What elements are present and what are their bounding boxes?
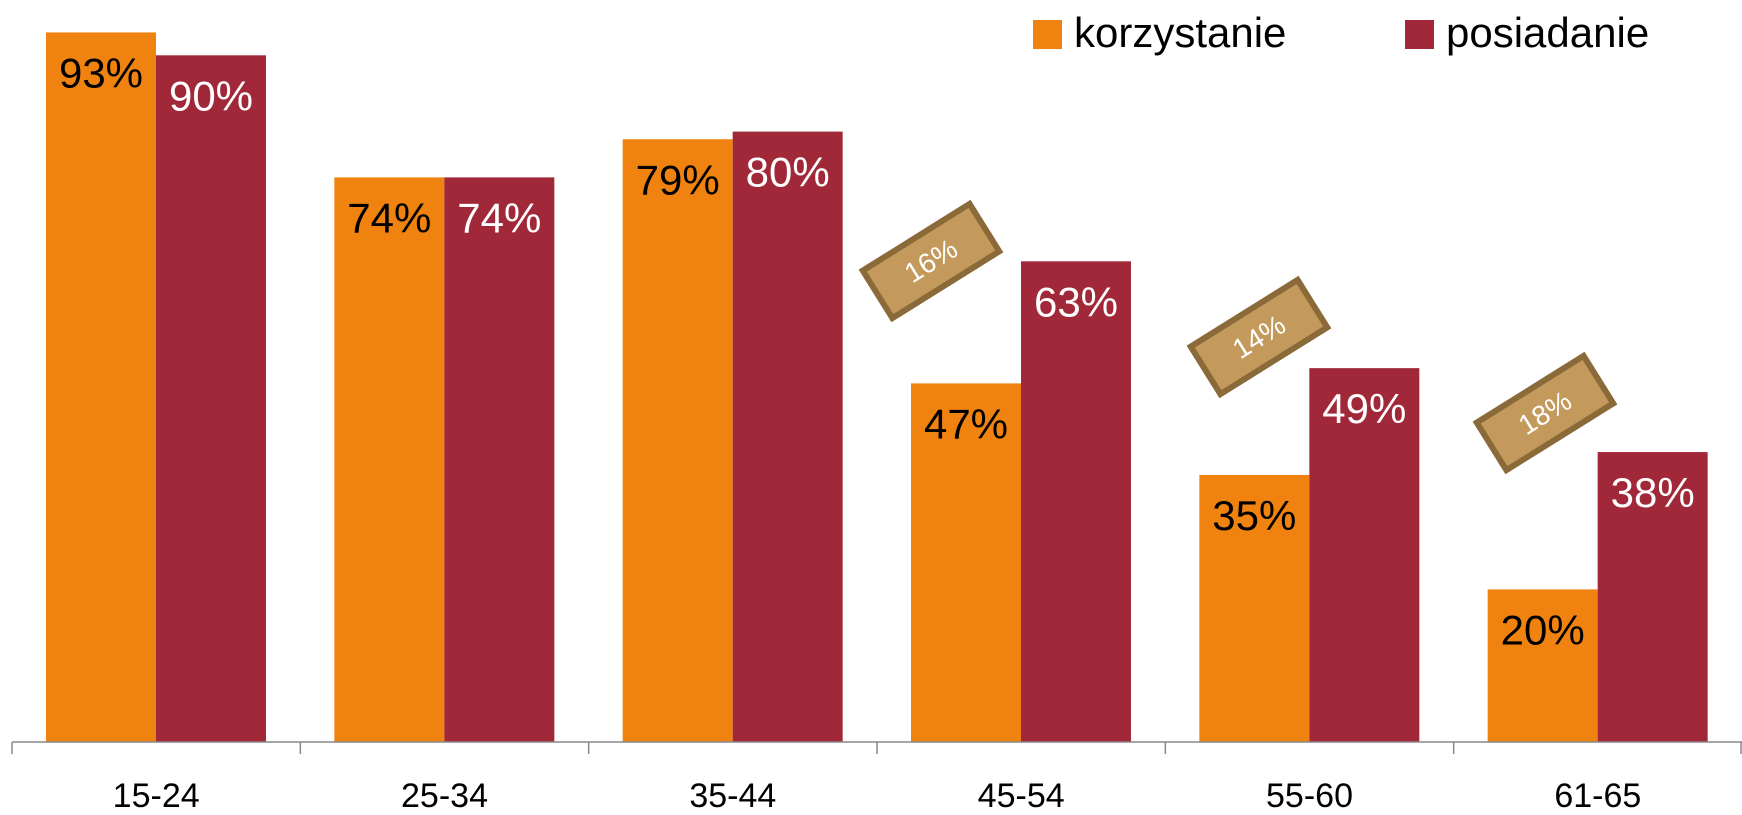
bar xyxy=(911,383,1021,742)
x-tick-label: 45-54 xyxy=(978,777,1065,815)
annotation-box xyxy=(1186,275,1332,399)
data-label: 74% xyxy=(457,194,541,241)
x-tick-label: 15-24 xyxy=(113,777,200,815)
data-label: 35% xyxy=(1212,492,1296,539)
annotation-box xyxy=(858,199,1004,323)
x-tick-label: 61-65 xyxy=(1554,777,1641,815)
data-label: 49% xyxy=(1322,385,1406,432)
legend-label: korzystanie xyxy=(1074,9,1286,56)
bar xyxy=(732,131,843,743)
bar xyxy=(444,177,555,742)
annotation: 16% xyxy=(858,199,1004,323)
x-tick-label: 55-60 xyxy=(1266,777,1353,815)
bar xyxy=(334,177,445,742)
annotation: 18% xyxy=(1472,351,1618,475)
data-label: 63% xyxy=(1034,278,1118,325)
data-label: 90% xyxy=(169,72,253,119)
bar xyxy=(622,139,733,743)
data-label: 38% xyxy=(1611,469,1695,516)
bar xyxy=(1597,452,1708,742)
data-label: 74% xyxy=(347,194,431,241)
bar xyxy=(1487,589,1598,742)
legend-swatch xyxy=(1033,20,1062,49)
annotation: 14% xyxy=(1186,275,1332,399)
bar xyxy=(1199,474,1310,742)
annotation-box xyxy=(1472,351,1618,475)
legend-label: posiadanie xyxy=(1446,9,1649,56)
legend-swatch xyxy=(1405,20,1434,49)
bar xyxy=(1021,261,1131,742)
bar xyxy=(1309,368,1420,742)
data-label: 20% xyxy=(1501,606,1585,653)
x-tick-label: 35-44 xyxy=(689,777,776,815)
data-label: 93% xyxy=(59,50,143,97)
bar xyxy=(156,55,266,743)
data-label: 80% xyxy=(746,149,830,196)
data-label: 47% xyxy=(924,400,1008,447)
bar xyxy=(46,32,156,743)
x-tick-label: 25-34 xyxy=(401,777,488,815)
data-label: 79% xyxy=(636,156,720,203)
